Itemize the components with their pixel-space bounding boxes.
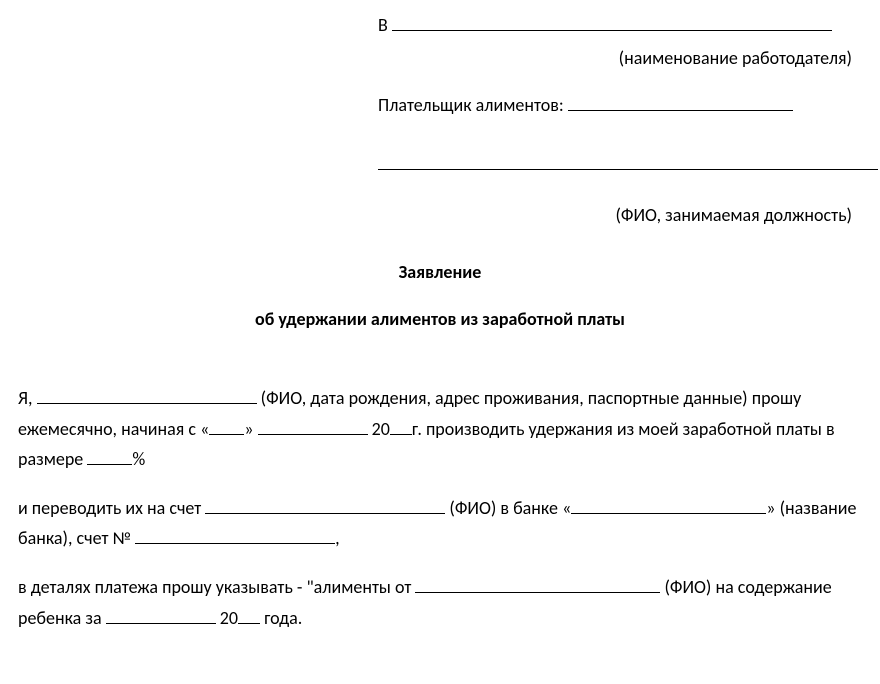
header-block: В (наименование работодателя) Плательщик… (378, 12, 862, 229)
p3-text-3: 20 (216, 607, 238, 629)
paragraph-2: и переводить их на счет (ФИО) в банке «»… (18, 493, 862, 554)
paragraph-1: Я, (ФИО, дата рождения, адрес проживания… (18, 383, 862, 475)
p1-blank-day (209, 434, 244, 435)
p3-text-1: в деталях платежа прошу указывать - "али… (18, 576, 415, 598)
p2-blank-bank (571, 513, 766, 514)
p2-blank-accno (135, 543, 335, 544)
p2-text-1: и переводить их на счет (18, 497, 205, 519)
employer-caption: (наименование работодателя) (378, 45, 862, 72)
p1-text-4: 20 (368, 418, 390, 440)
p2-text-2: (ФИО) в банке « (445, 497, 571, 519)
p1-blank-year (390, 434, 412, 435)
payer-blank (568, 110, 793, 111)
p1-blank-month (258, 434, 368, 435)
name-position-caption: (ФИО, занимаемая должность) (378, 202, 862, 229)
paragraph-3: в деталях платежа прошу указывать - "али… (18, 572, 862, 633)
payer-line: Плательщик алиментов: (378, 92, 862, 119)
p2-blank-account (205, 513, 445, 514)
p1-blank-name (37, 403, 257, 404)
p1-text-6: % (132, 448, 145, 470)
title-sub: об удержании алиментов из заработной пла… (18, 306, 862, 333)
to-prefix: В (378, 14, 392, 36)
p1-text-1: Я, (18, 387, 37, 409)
p1-text-3: » (244, 418, 257, 440)
p1-blank-percent (87, 464, 132, 465)
full-blank (378, 169, 878, 170)
p3-blank-month (106, 623, 216, 624)
p3-blank-year (238, 623, 260, 624)
title-block: Заявление об удержании алиментов из зара… (18, 259, 862, 333)
p3-blank-name (415, 592, 660, 593)
payer-label: Плательщик алиментов: (378, 94, 568, 116)
to-blank (392, 30, 832, 31)
full-blank-line (378, 151, 862, 178)
p2-text-4: , (335, 527, 340, 549)
to-line: В (378, 12, 862, 39)
p3-text-4: года. (260, 607, 302, 629)
title-main: Заявление (18, 259, 862, 286)
